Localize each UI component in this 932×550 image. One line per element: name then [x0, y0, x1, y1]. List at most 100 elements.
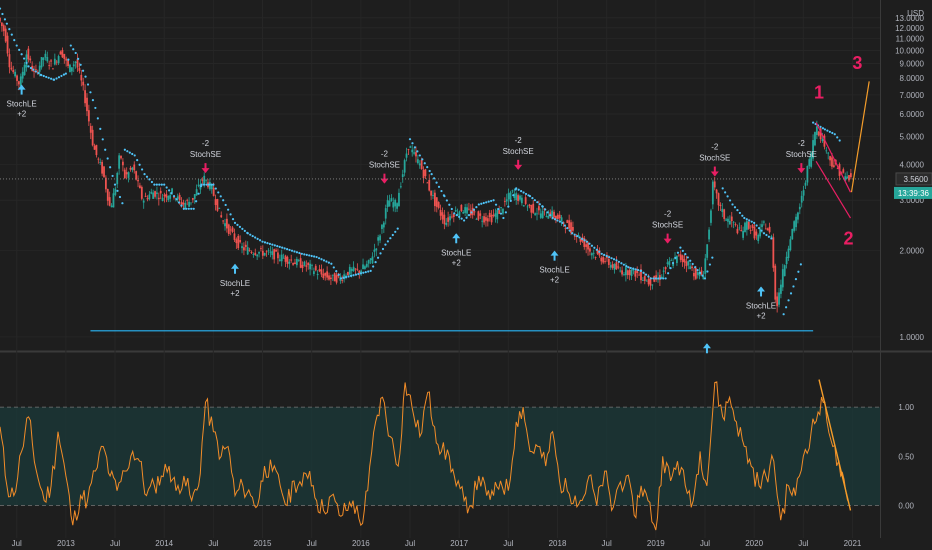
- sar-dot: [573, 233, 576, 236]
- price-axis-label: 6.0000: [900, 110, 925, 119]
- candle-body: [216, 198, 219, 211]
- candle-body: [205, 179, 208, 181]
- sar-dot: [229, 213, 232, 216]
- sar-dot: [462, 219, 466, 222]
- candle-body: [488, 212, 491, 218]
- sar-dot: [782, 313, 785, 316]
- sar-dot: [113, 183, 117, 186]
- candle-body: [551, 210, 554, 217]
- candle-body: [481, 220, 484, 222]
- candle-body: [433, 192, 436, 207]
- sar-dot: [99, 127, 102, 130]
- sar-dot: [819, 125, 822, 128]
- signal-count: +2: [230, 289, 240, 298]
- candle-body: [447, 217, 450, 222]
- candle-body: [827, 152, 830, 154]
- sar-dot: [325, 260, 328, 263]
- candle-body: [137, 180, 139, 182]
- price-axis-label: 9.0000: [900, 60, 925, 69]
- candle-body: [379, 235, 381, 241]
- candle-body: [360, 270, 363, 274]
- candle-body: [536, 213, 538, 215]
- candle-body: [63, 53, 66, 59]
- signal-short: [710, 166, 719, 177]
- candle-body: [294, 262, 296, 265]
- candle-body: [749, 229, 752, 231]
- sar-dot: [136, 159, 139, 162]
- candle-body: [382, 222, 385, 228]
- candle-body: [401, 174, 404, 178]
- candle-body: [795, 216, 797, 228]
- candle-body: [252, 254, 255, 255]
- candle-body: [547, 215, 550, 219]
- sar-dot: [627, 266, 630, 269]
- sar-dot: [753, 221, 756, 225]
- oscillator-band: [0, 407, 880, 506]
- signal-label: StochSE: [503, 147, 534, 156]
- sar-dot: [696, 268, 699, 272]
- candle-body: [112, 193, 115, 208]
- candle-body: [369, 258, 372, 261]
- sar-dot: [593, 246, 596, 249]
- sar-dot: [131, 152, 134, 156]
- candle-body: [59, 51, 62, 55]
- candle-body: [496, 210, 499, 220]
- candle-body: [16, 75, 18, 82]
- candle-body: [82, 81, 85, 86]
- sar-dot: [286, 248, 289, 251]
- candle-body: [776, 296, 779, 307]
- candle-body: [452, 214, 455, 218]
- sar-dot: [364, 271, 367, 274]
- candle-body: [503, 201, 506, 202]
- sar-dot: [490, 199, 493, 203]
- sar-dot: [77, 57, 80, 60]
- candle-body: [577, 235, 580, 236]
- sar-dot: [195, 200, 198, 203]
- candle-body: [416, 159, 419, 164]
- candle-body: [568, 220, 571, 229]
- sar-dot: [580, 237, 584, 240]
- arrow-head: [17, 84, 26, 90]
- signal-count: -2: [664, 210, 672, 219]
- sar-dot: [347, 275, 350, 278]
- sar-dot: [89, 91, 92, 94]
- oscillator-line: [0, 381, 849, 531]
- sar-dot: [797, 270, 800, 273]
- sar-dot: [482, 201, 485, 205]
- candle-body: [668, 261, 671, 266]
- candle-body: [48, 65, 51, 66]
- candle-body: [573, 235, 576, 237]
- candle-body: [509, 192, 512, 201]
- candle-body: [220, 215, 223, 218]
- sar-dot: [349, 274, 353, 277]
- candle-body: [802, 190, 805, 196]
- signal-label: StochSE: [369, 161, 400, 170]
- candle-body: [479, 213, 482, 216]
- sar-dot: [190, 207, 193, 210]
- candle-body: [492, 214, 495, 216]
- sar-dot: [502, 216, 505, 220]
- sar-dot: [55, 77, 58, 80]
- sar-dot: [492, 199, 495, 202]
- sar-dot: [121, 202, 124, 205]
- signal-label: StochLE: [441, 248, 471, 257]
- candle-body: [672, 263, 675, 266]
- sar-dot: [600, 252, 603, 255]
- candle-body: [689, 266, 692, 270]
- candle-body: [50, 60, 52, 62]
- sar-dot: [608, 255, 611, 259]
- candle-body: [766, 228, 769, 231]
- candle-body: [97, 158, 100, 160]
- price-axis-label: 10.0000: [895, 46, 924, 55]
- sar-dot: [524, 192, 528, 196]
- signal-count: -2: [202, 139, 210, 148]
- sar-dot: [187, 207, 190, 210]
- candle-body: [560, 217, 563, 222]
- candle-body: [607, 258, 610, 265]
- candle-body: [685, 261, 688, 267]
- candle-body: [352, 266, 355, 272]
- sar-dot: [8, 28, 11, 31]
- candle-body: [415, 152, 417, 157]
- time-axis-label: 2013: [57, 539, 75, 548]
